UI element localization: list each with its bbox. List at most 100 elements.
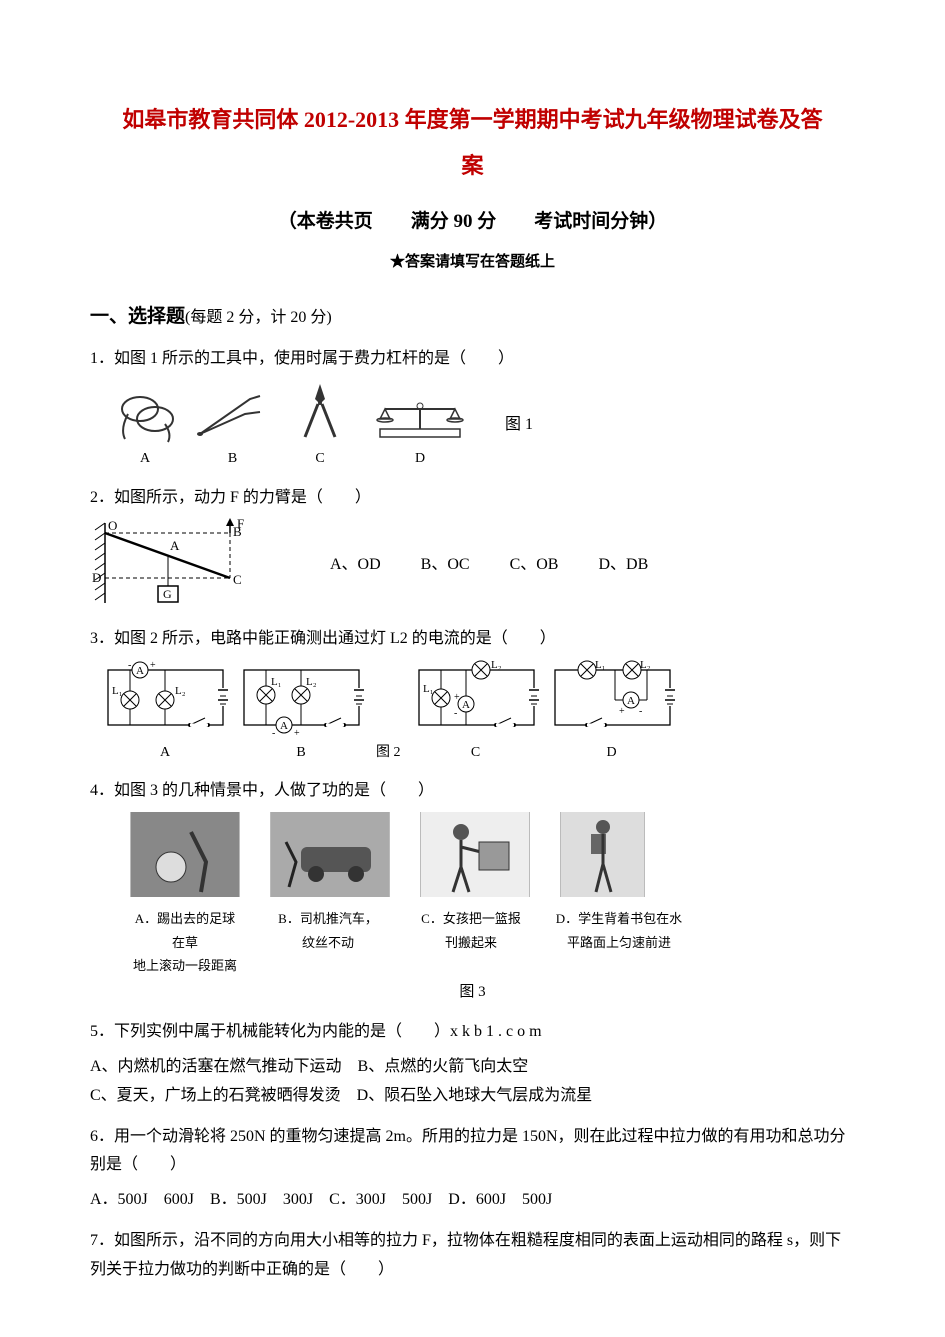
q2-options: A、OD B、OC C、OB D、DB	[330, 551, 648, 580]
q2-point-a: A	[170, 538, 180, 553]
exam-info: （本卷共页 满分 90 分 考试时间分钟）	[90, 205, 855, 239]
q4-cap-c-1: C．女孩把一篮报	[416, 907, 526, 930]
q4-figures	[130, 812, 855, 897]
hand-grip-icon	[110, 384, 180, 444]
question-3: 3．如图 2 所示，电路中能正确测出通过灯 L2 的电流的是（ ） A - + L…	[90, 625, 855, 765]
question-1: 1．如图 1 所示的工具中，使用时属于费力杠杆的是（ ） A B	[90, 345, 855, 472]
q3-circuits: A - + L₁ L₂ A	[100, 660, 855, 765]
q4-cap-b-2: 纹丝不动	[268, 931, 388, 954]
q1-caption: 图 1	[505, 411, 533, 440]
svg-text:L₁: L₁	[271, 676, 282, 688]
q7-text: 7．如图所示，沿不同的方向用大小相等的拉力 F，拉物体在粗糙程度相同的表面上运动…	[90, 1227, 855, 1285]
svg-text:L₂: L₂	[306, 676, 317, 688]
q6-text: 6．用一个动滑轮将 250N 的重物匀速提高 2m。所用的拉力是 150N，则在…	[90, 1123, 855, 1181]
q3-label-b: B	[296, 740, 305, 765]
svg-text:-: -	[128, 660, 131, 671]
q4-caption-main: 图 3	[90, 979, 855, 1006]
q3-circuit-a: A - + L₁ L₂ A	[100, 660, 230, 765]
student-bag-image	[560, 812, 645, 897]
svg-text:L₁: L₁	[423, 683, 434, 695]
q6-opts: A．500J 600J B．500J 300J C．300J 500J D．60…	[90, 1186, 855, 1215]
svg-text:L₁: L₁	[112, 685, 123, 697]
q4-cap-b: B．司机推汽车， 纹丝不动	[268, 907, 388, 977]
push-car-image	[270, 812, 390, 897]
q2-lever-diagram: O B C A D F G	[90, 518, 270, 613]
q4-cap-d-2: 平路面上匀速前进	[554, 931, 684, 954]
q4-cap-a-1: A．踢出去的足球在草	[130, 907, 240, 954]
q1-fig-a: A	[110, 384, 180, 471]
q3-caption: 图 2	[376, 740, 401, 765]
question-7: 7．如图所示，沿不同的方向用大小相等的拉力 F，拉物体在粗糙程度相同的表面上运动…	[90, 1227, 855, 1285]
q3-circuit-c: L₁ L₂ A + - C	[411, 660, 541, 765]
q2-point-o: O	[108, 518, 117, 533]
svg-text:L₂: L₂	[175, 685, 186, 697]
svg-text:A: A	[280, 720, 288, 732]
football-image	[130, 812, 240, 897]
q3-label-a: A	[160, 740, 170, 765]
section-1-detail: (每题 2 分，计 20 分)	[185, 309, 332, 326]
girl-basket-image	[420, 812, 530, 897]
svg-text:+: +	[454, 692, 460, 703]
q1-label-b: B	[228, 446, 237, 471]
svg-text:-: -	[272, 728, 275, 738]
q2-text: 2．如图所示，动力 F 的力臂是（ ）	[90, 484, 855, 513]
q2-opt-b: B、OC	[421, 551, 470, 580]
question-5: 5．下列实例中属于机械能转化为内能的是（ ）x k b 1 . c o m A、…	[90, 1018, 855, 1110]
circuit-b-icon: L₁ L₂ A - +	[236, 660, 366, 738]
q1-figures: A B C	[110, 379, 855, 471]
circuit-a-icon: A - + L₁ L₂	[100, 660, 230, 738]
pliers-icon	[285, 379, 355, 444]
q3-label-d: D	[606, 740, 616, 765]
q4-cap-d-1: D．学生背着书包在水	[554, 907, 684, 930]
svg-text:A: A	[136, 665, 144, 677]
circuit-c-icon: L₁ L₂ A + -	[411, 660, 541, 738]
q3-circuit-d: L₁ L₂ A +- D	[547, 660, 677, 765]
q4-fig-d	[560, 812, 645, 897]
question-2: 2．如图所示，动力 F 的力臂是（ ） O B C A D	[90, 484, 855, 614]
q4-cap-a: A．踢出去的足球在草 地上滚动一段距离	[130, 907, 240, 977]
q4-fig-c	[420, 812, 530, 897]
question-4: 4．如图 3 的几种情景中，人做了功的是（ ） A．踢出去的足球在草 地上滚动一…	[90, 777, 855, 1006]
q4-cap-a-2: 地上滚动一段距离	[130, 954, 240, 977]
q4-cap-c: C．女孩把一篮报 刊搬起来	[416, 907, 526, 977]
q4-fig-b	[270, 812, 390, 897]
svg-text:A: A	[627, 695, 635, 707]
q1-label-d: D	[415, 446, 425, 471]
q1-fig-b: B	[190, 384, 275, 471]
q1-label-a: A	[140, 446, 150, 471]
q3-text: 3．如图 2 所示，电路中能正确测出通过灯 L2 的电流的是（ ）	[90, 625, 855, 654]
q2-point-d: D	[92, 570, 101, 585]
q1-fig-d: D	[365, 384, 475, 471]
q1-text: 1．如图 1 所示的工具中，使用时属于费力杠杆的是（ ）	[90, 345, 855, 374]
section-1-heading: 一、选择题(每题 2 分，计 20 分)	[90, 300, 855, 334]
svg-text:+: +	[294, 728, 300, 738]
question-6: 6．用一个动滑轮将 250N 的重物匀速提高 2m。所用的拉力是 150N，则在…	[90, 1123, 855, 1215]
q2-force-f: F	[237, 518, 244, 531]
svg-text:L₁: L₁	[595, 660, 606, 671]
q1-fig-c: C	[285, 379, 355, 471]
q4-fig-a	[130, 812, 240, 897]
svg-text:L₂: L₂	[491, 660, 502, 671]
svg-text:-: -	[639, 706, 642, 717]
svg-text:A: A	[462, 699, 470, 711]
q5-opts-2: C、夏天，广场上的石凳被晒得发烫 D、陨石坠入地球大气层成为流星	[90, 1082, 855, 1111]
q4-cap-b-1: B．司机推汽车，	[268, 907, 388, 930]
q2-opt-a: A、OD	[330, 551, 381, 580]
q4-text: 4．如图 3 的几种情景中，人做了功的是（ ）	[90, 777, 855, 806]
q2-opt-d: D、DB	[598, 551, 648, 580]
doc-title-line1: 如皋市教育共同体 2012-2013 年度第一学期期中考试九年级物理试卷及答	[90, 100, 855, 140]
q5-opts-1: A、内燃机的活塞在燃气推动下运动 B、点燃的火箭飞向太空	[90, 1053, 855, 1082]
q5-text: 5．下列实例中属于机械能转化为内能的是（ ）x k b 1 . c o m	[90, 1018, 855, 1047]
svg-text:-: -	[454, 708, 457, 719]
q3-circuit-b: L₁ L₂ A - + B	[236, 660, 366, 765]
tweezers-icon	[190, 384, 275, 444]
q2-weight-g: G	[163, 587, 172, 601]
answer-note: ★答案请填写在答题纸上	[90, 249, 855, 276]
q1-label-c: C	[315, 446, 324, 471]
q4-captions: A．踢出去的足球在草 地上滚动一段距离 B．司机推汽车， 纹丝不动 C．女孩把一…	[130, 907, 855, 977]
q3-label-c: C	[471, 740, 480, 765]
q2-point-c: C	[233, 572, 242, 587]
circuit-d-icon: L₁ L₂ A +-	[547, 660, 677, 738]
q2-opt-c: C、OB	[510, 551, 559, 580]
svg-text:+: +	[150, 660, 156, 671]
